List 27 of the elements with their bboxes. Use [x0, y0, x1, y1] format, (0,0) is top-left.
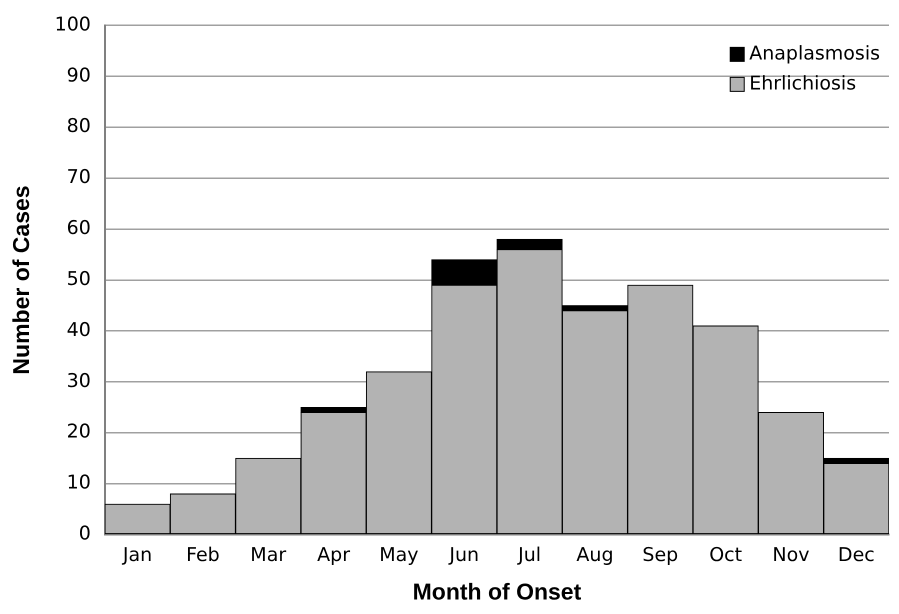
y-tick-label: 90 [66, 64, 91, 86]
x-tick-label: Jan [122, 544, 152, 566]
x-tick-label: Apr [317, 544, 350, 566]
y-tick-label: 40 [66, 318, 91, 341]
y-tick-label: 20 [66, 420, 91, 443]
x-tick-label: Dec [838, 544, 875, 566]
x-tick-label: May [379, 544, 419, 566]
x-tick-label: Feb [186, 544, 220, 566]
x-tick-label: Jun [448, 544, 480, 566]
x-tick-label: Nov [772, 544, 810, 566]
x-tick-label: Mar [250, 544, 286, 566]
y-tick-label: 10 [66, 472, 91, 494]
y-tick-label: 60 [66, 217, 91, 240]
x-tick-label: Sep [642, 544, 678, 566]
x-axis-title: Month of Onset [412, 578, 582, 605]
legend-label: Anaplasmosis [749, 42, 880, 64]
y-tick-label: 0 [78, 522, 91, 545]
x-tick-label: Aug [576, 544, 614, 566]
y-tick-label: 30 [66, 370, 91, 392]
y-axis-title: Number of Cases [8, 185, 34, 375]
y-tick-label: 70 [66, 166, 91, 188]
y-tick-label: 80 [66, 115, 91, 138]
x-tick-label: Jul [517, 544, 542, 566]
x-tick-label: Oct [709, 544, 742, 566]
y-tick-label: 100 [54, 13, 91, 36]
y-tick-label: 50 [66, 268, 91, 290]
legend-label: Ehrlichiosis [749, 72, 856, 94]
